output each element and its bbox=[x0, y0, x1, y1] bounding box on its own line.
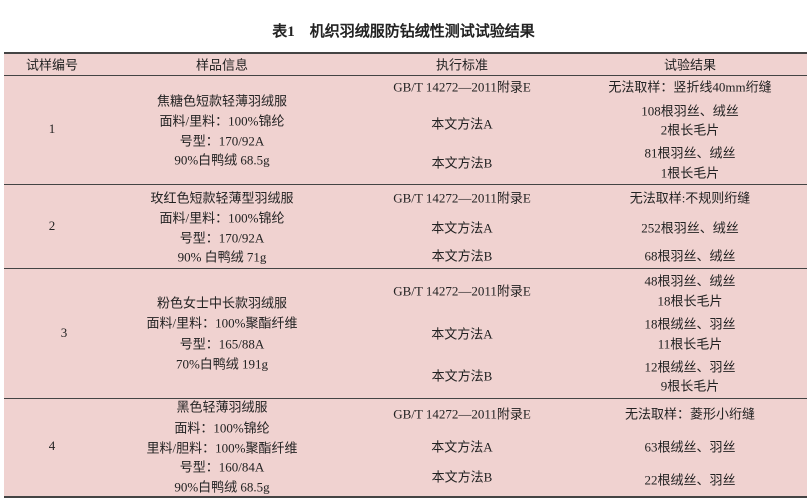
sample-info-line: 面料/里料：100%聚酯纤维 bbox=[146, 315, 298, 331]
result-line: 无法取样:不规则绗缝 bbox=[629, 190, 751, 206]
row-divider bbox=[4, 184, 807, 185]
sample-info-line: 90%白鸭绒 68.5g bbox=[174, 152, 270, 168]
sample-info-line: 面料/里料：100%锦纶 bbox=[159, 113, 285, 129]
standard-cell: 本文方法B bbox=[431, 368, 493, 384]
sample-info-line: 90% 白鸭绒 71g bbox=[177, 249, 267, 265]
standard-cell: GB/T 14272—2011附录E bbox=[393, 79, 531, 95]
standard-cell: 本文方法B bbox=[431, 469, 493, 485]
result-line: 1根长毛片 bbox=[660, 165, 720, 181]
sample-info-line: 面料/里料：100%锦纶 bbox=[159, 210, 285, 226]
result-line: 108根羽丝、绒丝 bbox=[641, 103, 739, 119]
sample-id: 3 bbox=[60, 325, 68, 340]
column-header: 试样编号 bbox=[25, 57, 79, 73]
column-header: 试验结果 bbox=[663, 57, 717, 73]
column-header: 执行标准 bbox=[435, 57, 489, 73]
sample-info-line: 号型：170/92A bbox=[179, 230, 265, 246]
sample-info-line: 号型：170/92A bbox=[179, 133, 265, 149]
sample-info-line: 号型：160/84A bbox=[179, 459, 265, 475]
header-rule bbox=[4, 75, 807, 76]
result-line: 18根绒丝、羽丝 bbox=[644, 316, 736, 332]
standard-cell: 本文方法B bbox=[431, 155, 493, 171]
sample-info-line: 号型：165/88A bbox=[179, 336, 265, 352]
sample-id: 2 bbox=[48, 218, 56, 233]
standard-cell: 本文方法B bbox=[431, 248, 493, 264]
results-table bbox=[4, 52, 807, 498]
top-rule bbox=[4, 52, 807, 54]
result-line: 2根长毛片 bbox=[660, 122, 720, 138]
result-line: 无法取样：竖折线40mm绗缝 bbox=[608, 79, 772, 95]
table-title: 表1 机织羽绒服防钻绒性测试试验结果 bbox=[272, 24, 535, 40]
sample-info-line: 玫红色短款轻薄型羽绒服 bbox=[150, 190, 294, 206]
result-line: 18根长毛片 bbox=[657, 293, 723, 309]
result-line: 22根绒丝、羽丝 bbox=[644, 472, 736, 488]
sample-info-line: 里料/胆料：100%聚酯纤维 bbox=[146, 440, 298, 456]
result-line: 81根羽丝、绒丝 bbox=[644, 145, 736, 161]
result-line: 9根长毛片 bbox=[660, 378, 720, 394]
result-line: 12根绒丝、羽丝 bbox=[644, 359, 736, 375]
result-line: 68根羽丝、绒丝 bbox=[644, 248, 736, 264]
standard-cell: 本文方法A bbox=[431, 326, 493, 342]
result-line: 48根羽丝、绒丝 bbox=[644, 273, 736, 289]
result-line: 无法取样：菱形小绗缝 bbox=[624, 406, 756, 422]
standard-cell: GB/T 14272—2011附录E bbox=[393, 190, 531, 206]
sample-info-line: 焦糖色短款轻薄羽绒服 bbox=[156, 93, 288, 109]
row-divider bbox=[4, 268, 807, 269]
sample-id: 1 bbox=[48, 121, 56, 136]
sample-info-line: 面料：100%锦纶 bbox=[174, 420, 270, 436]
standard-cell: 本文方法A bbox=[431, 439, 493, 455]
standard-cell: 本文方法A bbox=[431, 220, 493, 236]
standard-cell: GB/T 14272—2011附录E bbox=[393, 283, 531, 299]
sample-info-line: 黑色轻薄羽绒服 bbox=[176, 399, 268, 415]
sample-id: 4 bbox=[48, 438, 56, 453]
result-line: 252根羽丝、绒丝 bbox=[641, 220, 739, 236]
result-line: 63根绒丝、羽丝 bbox=[644, 439, 736, 455]
column-header: 样品信息 bbox=[195, 57, 249, 73]
sample-info-line: 粉色女士中长款羽绒服 bbox=[156, 295, 288, 311]
sample-info-line: 90%白鸭绒 68.5g bbox=[174, 479, 270, 495]
bottom-rule bbox=[4, 496, 807, 498]
sample-info-line: 70%白鸭绒 191g bbox=[175, 356, 269, 372]
standard-cell: 本文方法A bbox=[431, 116, 493, 132]
result-line: 11根长毛片 bbox=[657, 336, 723, 352]
standard-cell: GB/T 14272—2011附录E bbox=[393, 406, 531, 422]
row-divider bbox=[4, 398, 807, 399]
